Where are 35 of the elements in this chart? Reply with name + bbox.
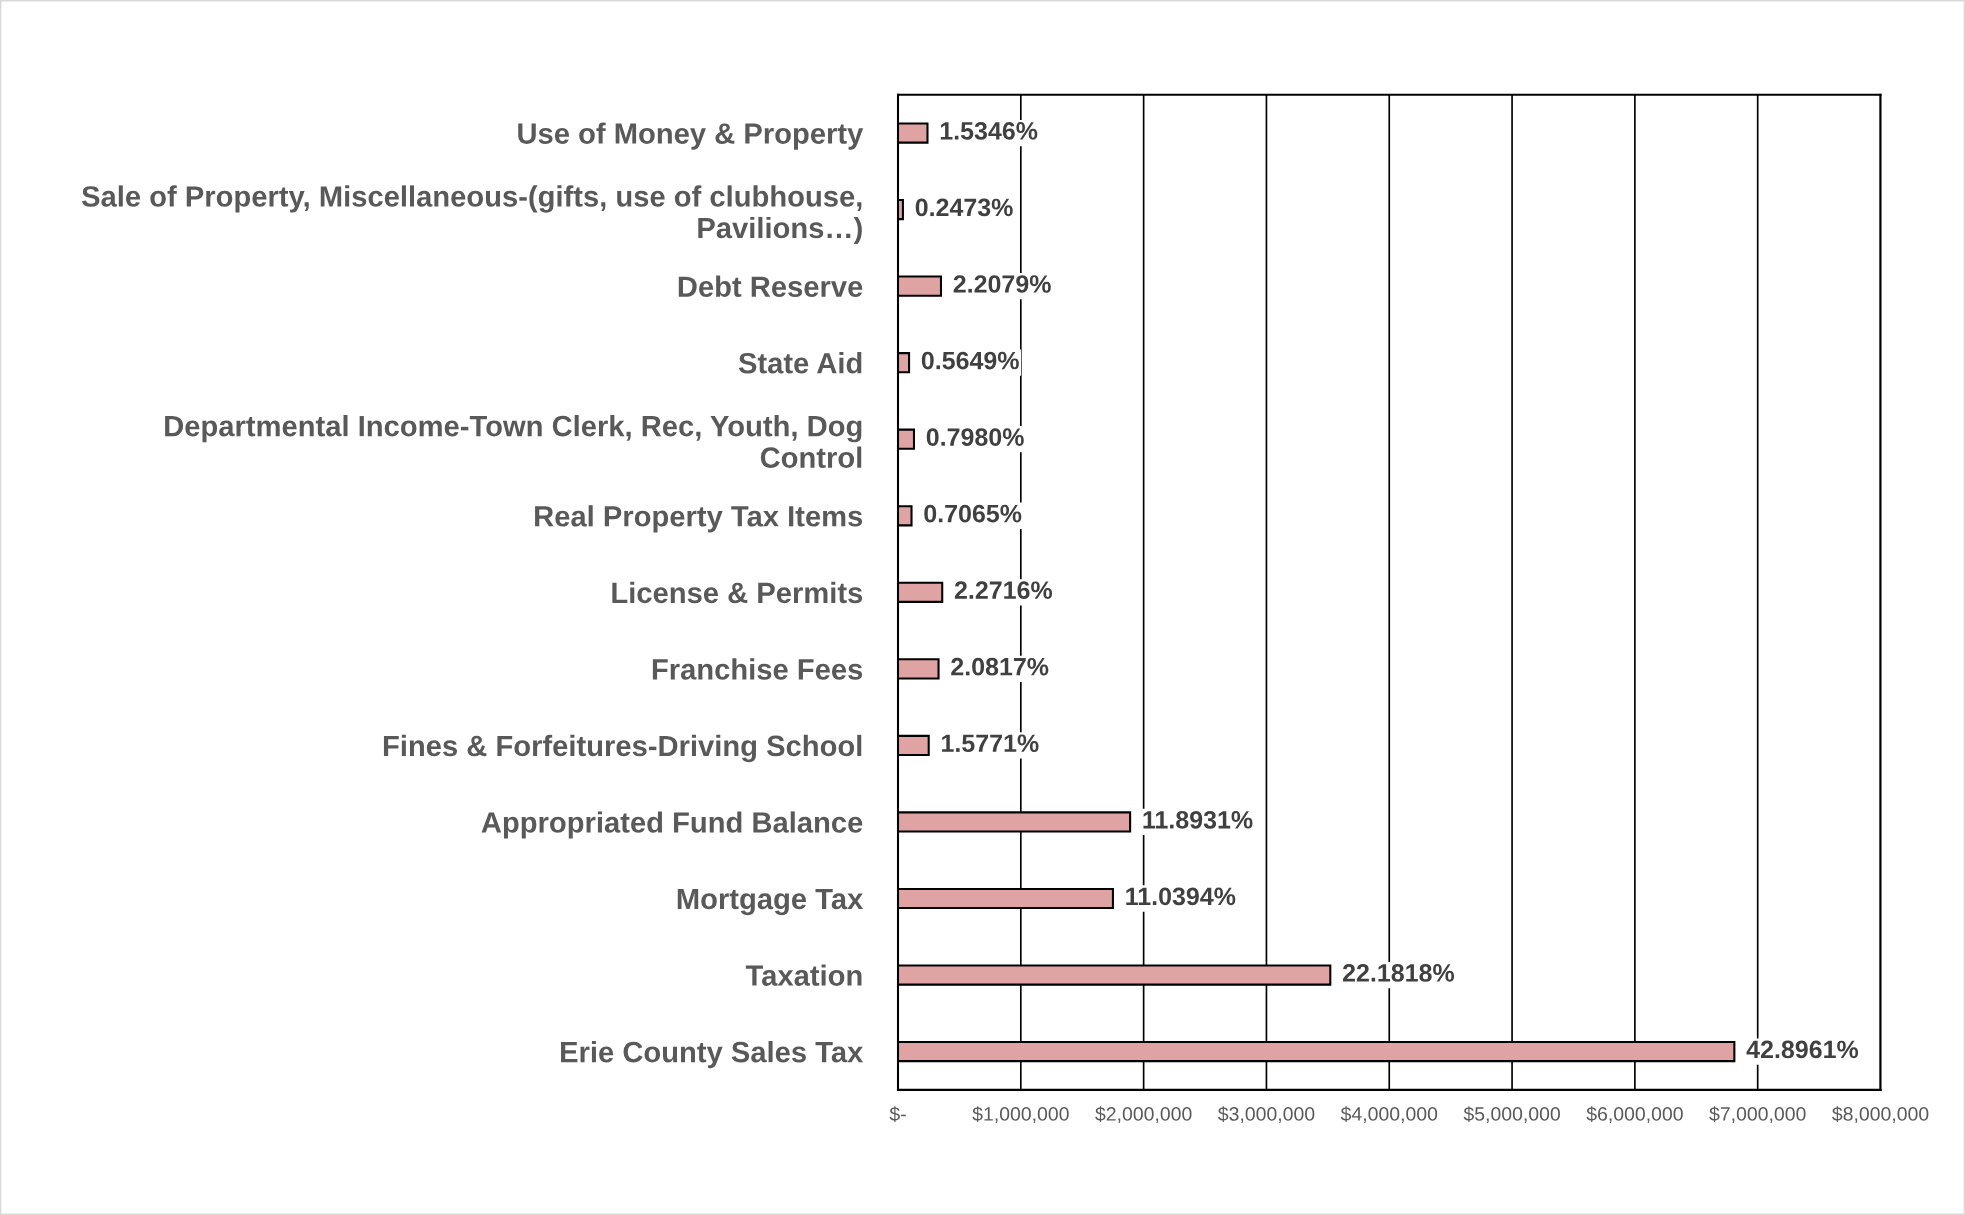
annotation: 0.7980%: [926, 428, 1024, 446]
x-tick-label: $-: [889, 1106, 906, 1122]
x-tick-label: $3,000,000: [1218, 1106, 1315, 1124]
y-tick-label: License & Permits: [612, 581, 863, 604]
y-tick-label: Fines & Forfeitures-Driving School: [383, 734, 862, 763]
y-tick-label: Mortgage Tax: [677, 888, 864, 916]
y-tick-label: Debt Reserve: [678, 275, 863, 297]
y-tick-label: State Aid: [738, 352, 862, 374]
annotation: 22.1818%: [1342, 964, 1455, 982]
annotation: 0.7065%: [924, 504, 1022, 523]
x-tick-label: $2,000,000: [1095, 1106, 1192, 1124]
annotation: 42.8961%: [1746, 1040, 1859, 1059]
y-tick-label: Appropriated Fund Balance: [481, 811, 863, 839]
annotation: 1.5771%: [942, 734, 1039, 753]
annotation: 0.5649%: [921, 351, 1019, 370]
annotation: 11.8931%: [1143, 810, 1253, 829]
annotation: 2.2716%: [954, 581, 1053, 600]
y-tick-label: Real Property Tax Items: [535, 505, 863, 533]
annotation: 0.2473%: [915, 198, 1013, 217]
y-tick-label: Sale of Property, Miscellaneous-(gifts, use of clubhouse, Pavilions…): [81, 185, 862, 245]
x-tick-label: $8,000,000: [1832, 1106, 1929, 1124]
x-tick-label: $6,000,000: [1586, 1106, 1683, 1124]
annotation: 1.5346%: [940, 122, 1038, 140]
y-tick-label: Erie County Sales Tax: [561, 1041, 864, 1069]
annotation: 2.2079%: [953, 275, 1051, 293]
y-tick-label: Taxation: [745, 964, 862, 986]
y-tick-label: Departmental Income-Town Clerk, Rec, Youth, Dog Control: [165, 415, 862, 468]
x-tick-label: $5,000,000: [1463, 1106, 1560, 1124]
x-tick-label: $4,000,000: [1340, 1106, 1438, 1124]
y-tick-label: Use of Money & Property: [518, 122, 864, 150]
x-tick-label: $1,000,000: [972, 1106, 1069, 1124]
annotation: 2.0817%: [951, 657, 1049, 676]
annotation: 11.0394%: [1126, 887, 1236, 906]
y-tick-label: Franchise Fees: [652, 658, 863, 680]
x-tick-label: $7,000,000: [1709, 1106, 1806, 1124]
